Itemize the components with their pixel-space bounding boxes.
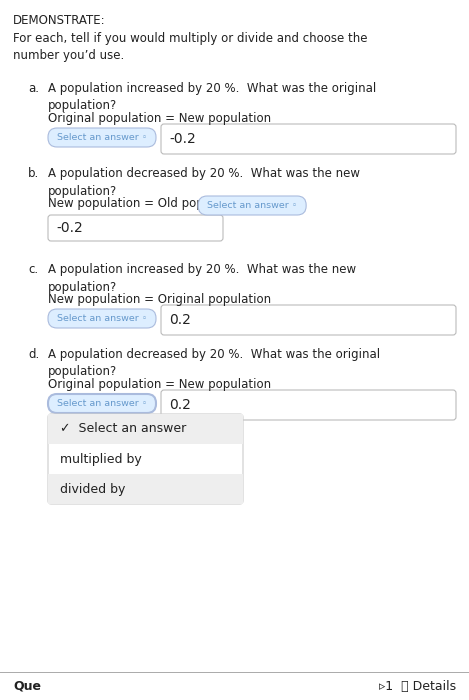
Text: Que: Que: [13, 680, 41, 692]
Text: For each, tell if you would multiply or divide and choose the
number you’d use.: For each, tell if you would multiply or …: [13, 32, 368, 62]
Text: A population decreased by 20 %.  What was the new
population?: A population decreased by 20 %. What was…: [48, 167, 360, 197]
Text: divided by: divided by: [60, 482, 125, 496]
FancyBboxPatch shape: [198, 196, 306, 215]
Text: A population increased by 20 %.  What was the new
population?: A population increased by 20 %. What was…: [48, 263, 356, 293]
FancyBboxPatch shape: [48, 215, 223, 241]
Text: multiplied by: multiplied by: [60, 452, 142, 466]
Text: Original population = New population: Original population = New population: [48, 112, 271, 125]
Text: Select an answer ◦: Select an answer ◦: [207, 201, 297, 210]
Text: A population increased by 20 %.  What was the original
population?: A population increased by 20 %. What was…: [48, 82, 376, 113]
FancyBboxPatch shape: [48, 309, 156, 328]
Text: ✓  Select an answer: ✓ Select an answer: [60, 423, 186, 435]
Text: c.: c.: [28, 263, 38, 276]
Text: a.: a.: [28, 82, 39, 95]
Text: Select an answer ◦: Select an answer ◦: [57, 133, 147, 142]
Text: -0.2: -0.2: [56, 221, 83, 235]
Text: b.: b.: [28, 167, 39, 180]
Text: d.: d.: [28, 348, 39, 361]
Text: New population = Old population: New population = Old population: [48, 197, 245, 210]
FancyBboxPatch shape: [161, 305, 456, 335]
Text: A population decreased by 20 %.  What was the original
population?: A population decreased by 20 %. What was…: [48, 348, 380, 379]
Text: 0.2: 0.2: [169, 313, 191, 327]
Text: Select an answer ◦: Select an answer ◦: [57, 314, 147, 323]
FancyBboxPatch shape: [48, 128, 156, 147]
Text: New population = Original population: New population = Original population: [48, 293, 271, 306]
Text: ▹1  ⓘ Details: ▹1 ⓘ Details: [379, 680, 456, 692]
Text: 0.2: 0.2: [169, 398, 191, 412]
Text: DEMONSTRATE:: DEMONSTRATE:: [13, 14, 106, 27]
Text: -0.2: -0.2: [169, 132, 196, 146]
FancyBboxPatch shape: [48, 394, 156, 413]
FancyBboxPatch shape: [48, 414, 243, 504]
Bar: [48, 474, 243, 504]
Text: Select an answer ◦: Select an answer ◦: [57, 399, 147, 408]
FancyBboxPatch shape: [161, 390, 456, 420]
Text: Original population = New population: Original population = New population: [48, 378, 271, 391]
Bar: [48, 414, 243, 444]
FancyBboxPatch shape: [161, 124, 456, 154]
